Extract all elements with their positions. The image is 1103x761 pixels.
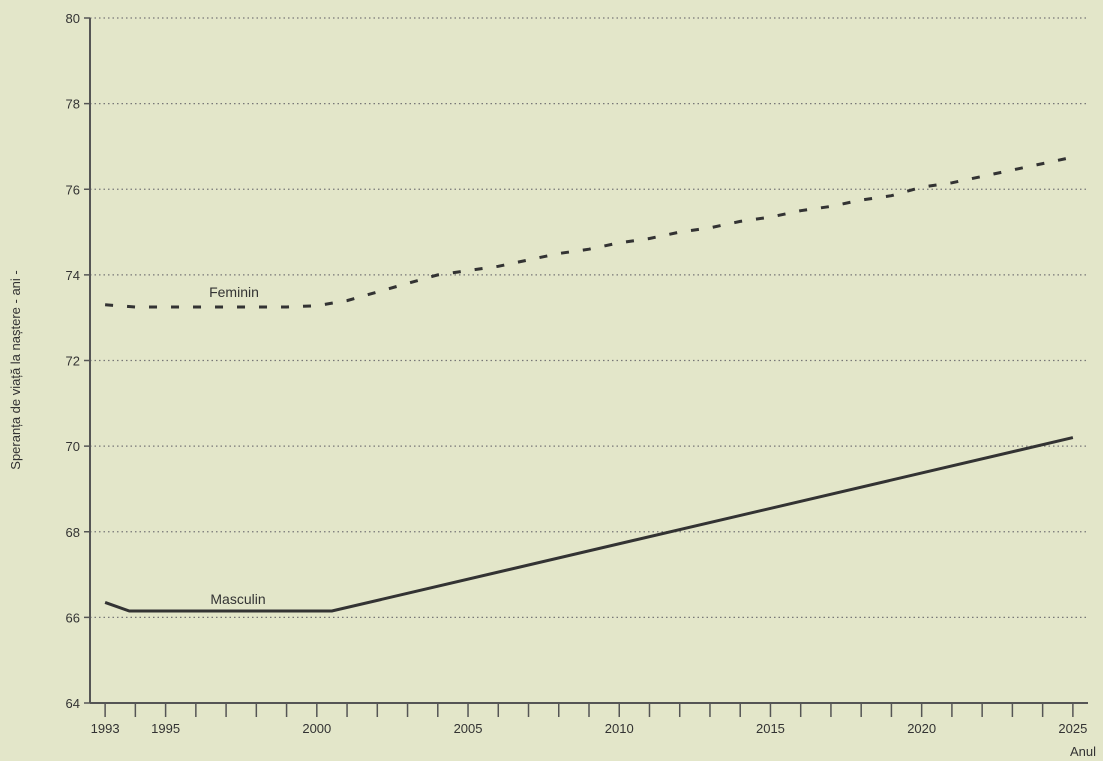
series-label-masculin: Masculin — [210, 591, 265, 607]
x-tick-label-2010: 2010 — [605, 721, 634, 736]
y-axis-label: Speranța de viață la naștere - ani - — [8, 270, 23, 469]
grid — [90, 17, 1088, 618]
y-tick-label-68: 68 — [66, 525, 80, 540]
x-tick-label-2000: 2000 — [302, 721, 331, 736]
series-line-masculin — [104, 436, 1074, 613]
x-tick-label-1993: 1993 — [91, 721, 120, 736]
x-tick-label-2005: 2005 — [454, 721, 483, 736]
x-tick-label-1995: 1995 — [151, 721, 180, 736]
y-tick-label-70: 70 — [66, 439, 80, 454]
y-tick-label-80: 80 — [66, 11, 80, 26]
series-line-feminin — [104, 155, 1074, 309]
y-tick-label-64: 64 — [66, 696, 80, 711]
y-tick-label-72: 72 — [66, 354, 80, 369]
x-tick-label-2025: 2025 — [1058, 721, 1087, 736]
y-tick-label-76: 76 — [66, 182, 80, 197]
y-axis-ticks: 64 66 68 70 72 74 76 78 80 — [66, 11, 90, 711]
series-label-feminin: Feminin — [209, 284, 259, 300]
series-group — [104, 155, 1074, 613]
x-axis-label: Anul — [1070, 744, 1096, 759]
x-tick-label-2015: 2015 — [756, 721, 785, 736]
y-tick-label-66: 66 — [66, 610, 80, 625]
y-tick-label-78: 78 — [66, 97, 80, 112]
x-tick-label-2020: 2020 — [907, 721, 936, 736]
y-tick-label-74: 74 — [66, 268, 80, 283]
x-axis-ticks: 1993 1995 2000 2005 2010 2015 2020 2025 — [91, 703, 1087, 736]
